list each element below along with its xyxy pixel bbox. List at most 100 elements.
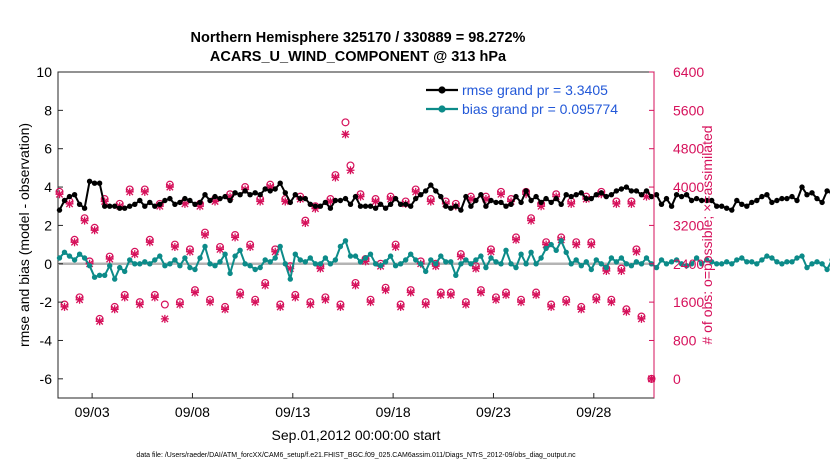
obs-assimilated-point <box>140 187 149 196</box>
rmse-point <box>322 199 329 206</box>
bias-point <box>754 261 760 267</box>
rmse-point <box>784 195 790 202</box>
rmse-point <box>683 192 690 198</box>
rmse-point <box>468 203 474 209</box>
bias-point <box>207 261 213 267</box>
obs-assimilated-point <box>60 302 69 311</box>
bias-point <box>302 259 308 265</box>
rmse-point <box>438 193 444 200</box>
rmse-point <box>648 193 655 200</box>
rmse-point <box>122 205 128 211</box>
obs-assimilated-point <box>216 245 225 254</box>
bias-point <box>247 263 253 269</box>
right-y-tick-label: 2400 <box>673 256 704 272</box>
obs-assimilated-point <box>381 286 390 295</box>
obs-assimilated-point <box>361 257 370 266</box>
bias-point <box>403 257 409 263</box>
bias-point <box>814 259 820 265</box>
bias-point <box>658 257 665 263</box>
rmse-point <box>543 195 549 202</box>
bias-point <box>408 251 414 257</box>
rmse-point <box>709 197 715 204</box>
bias-point <box>688 261 695 267</box>
bias-point <box>127 257 133 263</box>
bias-point <box>342 238 349 244</box>
rmse-point <box>533 193 539 200</box>
obs-assimilated-point <box>306 300 315 309</box>
rmse-point <box>172 201 178 207</box>
bias-point <box>147 261 153 267</box>
rmse-point <box>397 201 404 207</box>
bias-point <box>699 261 705 267</box>
rmse-point <box>428 182 434 188</box>
rmse-point <box>578 190 584 196</box>
rmse-point <box>307 201 313 207</box>
bias-point <box>357 259 364 265</box>
rmse-point <box>819 199 825 206</box>
rmse-point <box>769 199 775 206</box>
obs-assimilated-point <box>251 298 260 307</box>
rmse-point <box>688 197 695 204</box>
bias-point <box>112 276 118 282</box>
bias-point <box>749 259 755 265</box>
obs-assimilated-point <box>592 295 601 304</box>
obs-assimilated-point <box>577 305 586 314</box>
obs-assimilated-point <box>75 295 84 304</box>
rmse-point <box>453 203 459 209</box>
obs-assimilated-point <box>286 264 295 273</box>
right-y-axis-label: # of obs: o=possible; ×=assimilated <box>699 125 715 344</box>
obs-assimilated-point <box>446 290 455 299</box>
bias-point <box>593 257 599 263</box>
obs-assimilated-point <box>456 252 465 261</box>
bias-point <box>704 257 710 263</box>
rmse-point <box>66 193 73 200</box>
rmse-point <box>272 186 278 192</box>
legend-rmse-marker <box>438 86 446 94</box>
bias-point <box>804 264 810 271</box>
obs-assimilated-point <box>195 202 204 211</box>
bias-point <box>362 255 369 261</box>
obs-assimilated-point <box>612 199 621 208</box>
bias-point <box>528 249 534 255</box>
bias-point <box>769 255 775 261</box>
bias-point <box>789 259 795 265</box>
obs-assimilated-point <box>436 290 445 299</box>
bias-point <box>734 257 740 263</box>
obs-assimilated-point <box>276 302 285 311</box>
obs-assimilated-point <box>185 247 194 256</box>
bias-point <box>322 255 329 261</box>
obs-assimilated-point <box>632 247 641 256</box>
rmse-point <box>327 205 334 211</box>
rmse-point <box>608 192 615 198</box>
rmse-point <box>187 197 193 204</box>
bias-point <box>453 272 459 278</box>
rmse-point <box>127 203 133 209</box>
bias-point <box>498 261 504 267</box>
rmse-point <box>498 199 504 206</box>
rmse-point <box>699 197 705 204</box>
bias-point <box>443 259 449 265</box>
rmse-point <box>558 201 564 207</box>
obs-assimilated-point <box>110 305 119 314</box>
right-y-axis: 0 800 1600 2400 3200 4000 4800 5600 6400 <box>649 64 704 398</box>
bias-point <box>463 257 469 263</box>
bias-point <box>819 261 825 267</box>
obs-assimilated-point <box>165 183 174 192</box>
bias-point <box>568 261 574 267</box>
left-y-tick-label: -6 <box>40 371 53 387</box>
rmse-point <box>518 199 524 206</box>
rmse-point <box>342 195 349 202</box>
bias-line <box>58 239 830 281</box>
bias-point <box>774 259 780 265</box>
rmse-point <box>764 192 770 198</box>
x-axis: 09/03 09/08 09/13 09/18 09/23 09/28 <box>75 393 612 420</box>
data-file-footer: data file: /Users/raeder/DAI/ATM_forcXX/… <box>136 452 576 459</box>
legend-bias-label: bias grand pr = 0.095774 <box>462 101 618 117</box>
bias-point <box>96 272 103 278</box>
bias-point <box>598 261 604 267</box>
bias-point <box>518 251 524 257</box>
left-y-tick-label: 10 <box>36 64 52 80</box>
left-y-tick-label: 2 <box>44 217 52 233</box>
rmse-point <box>613 188 620 194</box>
obs-assimilated-point <box>637 314 646 323</box>
